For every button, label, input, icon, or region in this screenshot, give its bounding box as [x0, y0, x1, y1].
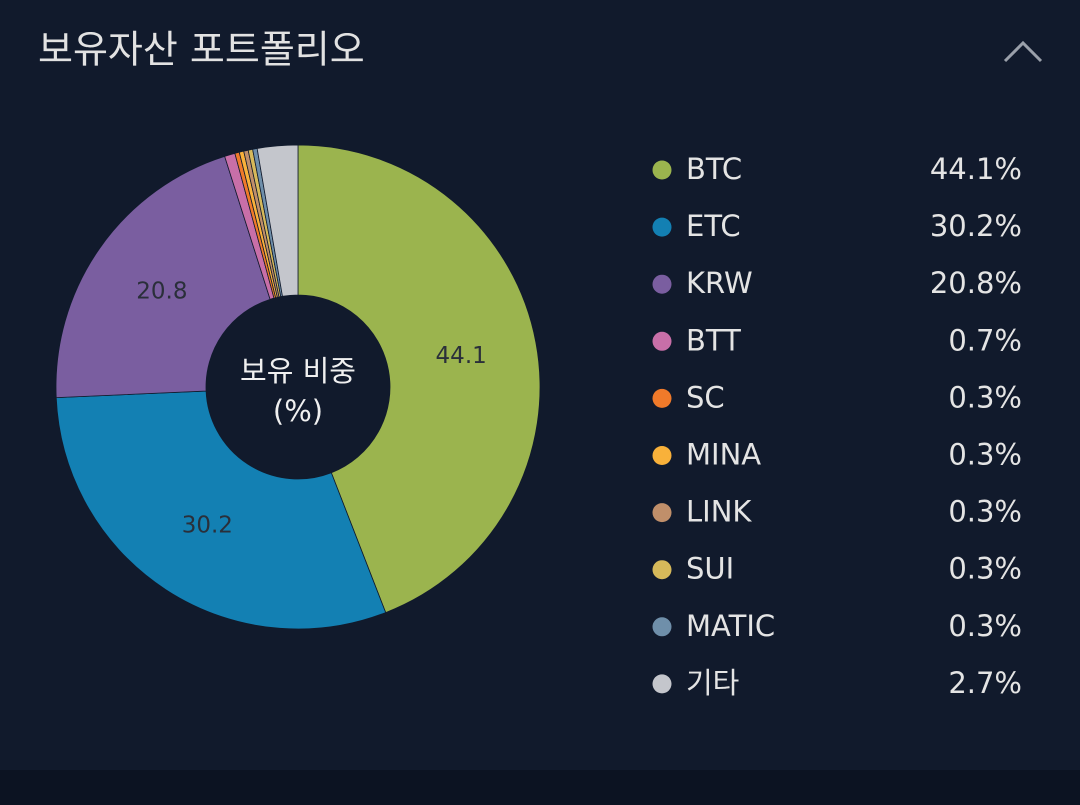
legend-marker [652, 674, 672, 694]
legend-marker [652, 503, 672, 523]
collapse-button[interactable] [1003, 40, 1043, 63]
legend-label: LINK [686, 495, 752, 529]
legend-value: 30.2% [930, 209, 1022, 243]
legend-value: 0.3% [948, 552, 1022, 586]
legend-value: 0.3% [948, 495, 1022, 529]
bottom-strip [0, 770, 1080, 805]
pie-slice [55, 390, 387, 630]
pie-slice [55, 155, 271, 399]
center-label: (%) [273, 394, 323, 428]
legend-value: 0.3% [948, 609, 1022, 643]
legend-label: SC [686, 380, 725, 414]
legend-value: 2.7% [948, 666, 1022, 700]
legend-label: BTC [686, 152, 742, 186]
slice-label: 44.1 [436, 343, 487, 369]
legend-label: BTT [686, 323, 741, 357]
legend-marker [652, 217, 672, 237]
legend-marker [652, 160, 672, 180]
legend-label: KRW [686, 266, 753, 300]
legend-label: ETC [686, 209, 741, 243]
slice-label: 30.2 [182, 513, 233, 539]
legend-label: MINA [686, 438, 761, 472]
legend-marker [652, 331, 672, 351]
legend-marker [652, 274, 672, 294]
legend-value: 0.3% [948, 380, 1022, 414]
slice-label: 20.8 [136, 278, 187, 304]
legend-marker [652, 388, 672, 408]
pie-slice [297, 144, 541, 614]
legend-value: 0.3% [948, 438, 1022, 472]
center-label: 보유 비중 [240, 354, 356, 388]
legend-marker [652, 617, 672, 637]
legend-marker [652, 560, 672, 580]
pie-slice [256, 144, 299, 297]
legend-label: 기타 [686, 666, 739, 700]
legend-value: 20.8% [930, 266, 1022, 300]
card-title: 보유자산 포트폴리오 [38, 28, 365, 72]
legend-value: 44.1% [930, 152, 1022, 186]
legend-value: 0.7% [948, 323, 1022, 357]
legend-label: SUI [686, 552, 734, 586]
legend-marker [652, 446, 672, 465]
legend-label: MATIC [686, 609, 775, 643]
